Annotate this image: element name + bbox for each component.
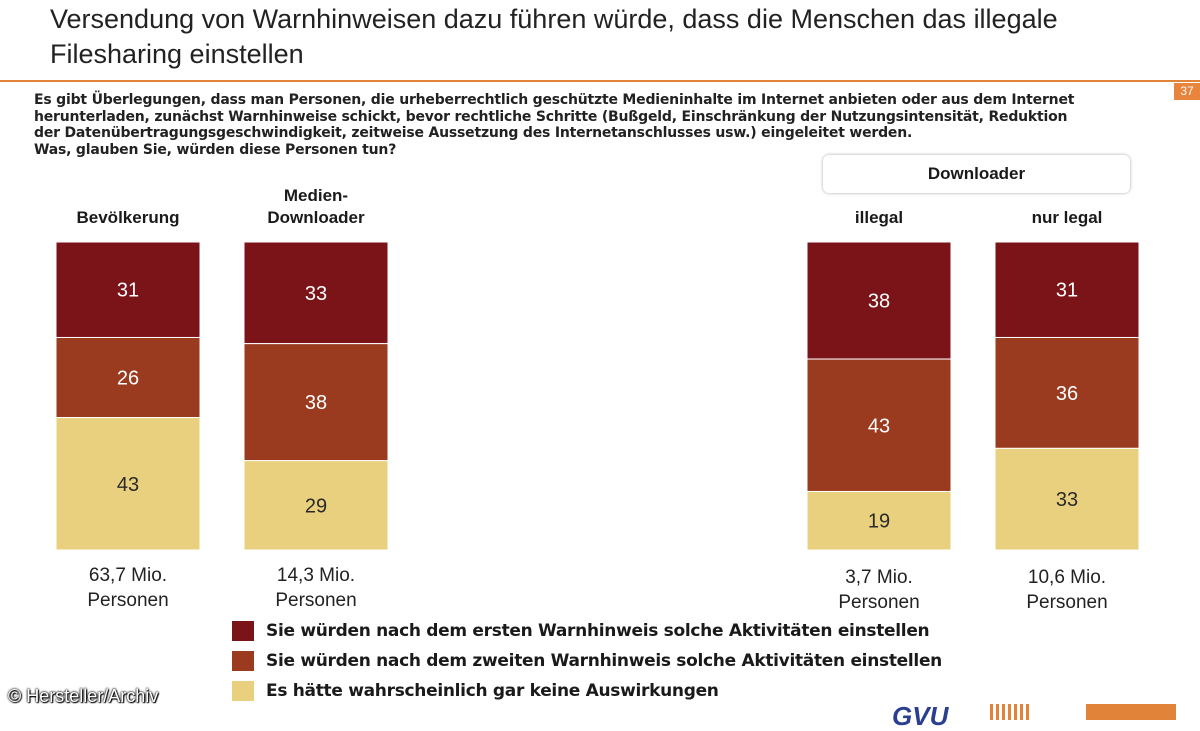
population-label-nur-legal: 10,6 Mio. Personen (982, 565, 1152, 615)
bar-segment-first-warning (55, 241, 201, 338)
bar-segment-first-warning (806, 241, 952, 360)
category-label-illegal: illegal (794, 207, 964, 229)
population-value: 3,7 Mio. (845, 567, 913, 588)
population-label-bevoelkerung: 63,7 Mio. Personen (43, 563, 213, 613)
bar-value-label: 36 (1056, 383, 1078, 405)
population-value: 14,3 Mio. (276, 565, 356, 586)
category-label-nur-legal: nur legal (982, 207, 1152, 229)
survey-question-line: Was, glauben Sie, würden diese Personen … (34, 141, 397, 158)
bar-segment-no-effect (994, 447, 1140, 551)
legend-label: Es hätte wahrscheinlich gar keine Auswir… (266, 681, 719, 701)
population-label-illegal: 3,7 Mio. Personen (794, 565, 964, 615)
category-label-line: Downloader (267, 208, 365, 227)
population-unit: Personen (87, 590, 169, 611)
bar-value-label: 31 (117, 280, 139, 302)
slide-title-line-2: Filesharing einstellen (50, 39, 304, 69)
bar-segment-second-warning (55, 336, 201, 419)
slide-title-line-1: Versendung von Warnhinweisen dazu führen… (50, 4, 1058, 34)
title-divider (0, 80, 1200, 82)
bar-segment-second-warning (806, 358, 952, 492)
survey-question-line: herunterladen, zunächst Warnhinweise sch… (34, 108, 1068, 125)
bar-segment-no-effect (243, 460, 389, 551)
footer-accent-box (1086, 704, 1176, 720)
category-label-line: nur legal (1031, 208, 1103, 227)
legend-swatch (232, 621, 254, 641)
category-label-line: Medien- (283, 186, 349, 205)
bar-segment-no-effect (806, 490, 952, 551)
bar-value-label: 33 (1056, 489, 1078, 511)
downloader-group-header: Downloader (823, 155, 1130, 193)
slide-title: Versendung von Warnhinweisen dazu führen… (50, 0, 1170, 72)
survey-question-line: Es gibt Überlegungen, dass man Personen,… (34, 92, 1075, 108)
category-label-line: illegal (854, 208, 904, 227)
bar-value-label: 43 (868, 415, 890, 437)
bar-value-label: 29 (305, 495, 327, 517)
footer-logo-mark (990, 704, 1030, 720)
bar-value-label: 38 (305, 392, 327, 414)
bar-value-label: 19 (868, 511, 890, 533)
bar-value-label: 33 (305, 283, 327, 305)
bar-segment-second-warning (994, 336, 1140, 449)
category-label-medien-downloader: Medien- Downloader (231, 185, 401, 229)
population-value: 63,7 Mio. (88, 565, 168, 586)
gvu-logo: GVU (892, 701, 949, 731)
bar-value-label: 38 (868, 291, 890, 313)
bar-value-label: 31 (1056, 280, 1078, 302)
legend-label: Sie würden nach dem zweiten Warnhinweis … (266, 651, 942, 671)
bar-segment-second-warning (243, 343, 389, 462)
legend-swatch (232, 681, 254, 701)
population-unit: Personen (838, 592, 920, 613)
population-label-medien-downloader: 14,3 Mio. Personen (231, 563, 401, 613)
image-credit: © Hersteller/Archiv (8, 686, 159, 706)
page-number-badge: 37 (1174, 83, 1200, 100)
legend-label: Sie würden nach dem ersten Warnhinweis s… (266, 621, 930, 641)
bar-value-label: 43 (117, 474, 139, 496)
population-unit: Personen (275, 590, 357, 611)
survey-question: Es gibt Überlegungen, dass man Personen,… (34, 92, 1174, 158)
category-label-bevoelkerung: Bevölkerung (43, 207, 213, 229)
bar-value-label: 26 (117, 368, 139, 390)
bar-segment-first-warning (243, 241, 389, 345)
survey-question-line: der Datenübertragungsgeschwindigkeit, ze… (34, 125, 913, 141)
legend-swatch (232, 651, 254, 671)
population-unit: Personen (1026, 592, 1108, 613)
category-label-line: Bevölkerung (76, 208, 180, 227)
bar-segment-no-effect (55, 417, 201, 551)
population-value: 10,6 Mio. (1027, 567, 1107, 588)
